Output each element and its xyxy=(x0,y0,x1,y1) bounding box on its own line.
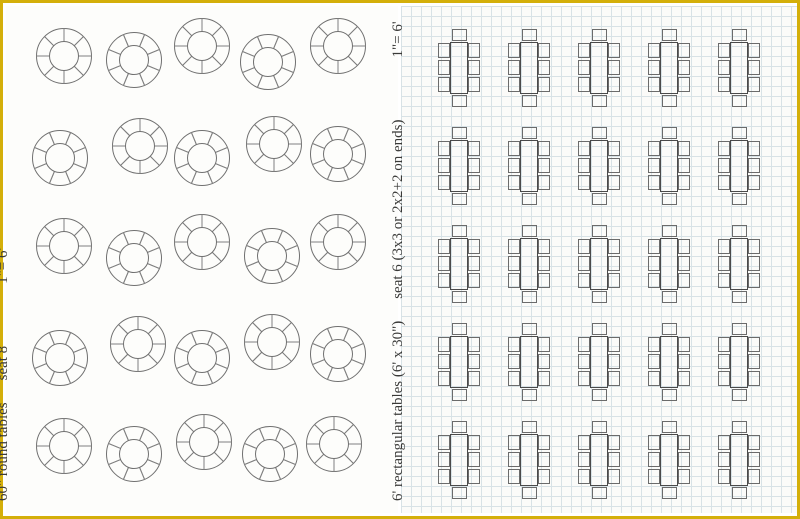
round-table xyxy=(310,214,366,270)
round-table xyxy=(36,28,92,84)
round-table xyxy=(110,316,166,372)
round-table xyxy=(106,32,162,88)
rect-table xyxy=(506,321,552,403)
rect-seat-label: seat 6 (3x3 or 2x2+2 on ends) xyxy=(390,120,407,299)
round-table xyxy=(242,426,298,482)
round-table xyxy=(112,118,168,174)
round-table xyxy=(106,426,162,482)
rect-table xyxy=(506,223,552,305)
round-table xyxy=(306,416,362,472)
round-table xyxy=(244,228,300,284)
rect-table xyxy=(436,321,482,403)
rect-table xyxy=(716,321,762,403)
rect-table xyxy=(576,321,622,403)
rect-table xyxy=(646,419,692,501)
rect-table xyxy=(646,321,692,403)
round-scale: 1"= 6' xyxy=(0,248,12,284)
round-table xyxy=(174,130,230,186)
round-title: 60" round tables xyxy=(0,402,12,501)
round-table xyxy=(244,314,300,370)
round-seat-label: seat 8 xyxy=(0,346,12,381)
rect-table xyxy=(716,223,762,305)
round-table xyxy=(310,18,366,74)
rect-tables-panel: 6' rectangular tables (6' x 30") seat 6 … xyxy=(401,6,797,513)
round-tables-panel: 60" round tables seat 8 1"= 6' xyxy=(6,6,398,513)
round-table xyxy=(176,414,232,470)
round-table xyxy=(240,34,296,90)
rect-table xyxy=(436,419,482,501)
rect-table xyxy=(646,27,692,109)
rect-table xyxy=(506,419,552,501)
round-table xyxy=(246,116,302,172)
rect-title: 6' rectangular tables (6' x 30") xyxy=(390,321,407,501)
round-table xyxy=(106,230,162,286)
rect-table xyxy=(646,125,692,207)
round-table xyxy=(310,126,366,182)
rect-table xyxy=(716,125,762,207)
round-table xyxy=(174,330,230,386)
round-table xyxy=(36,418,92,474)
round-table xyxy=(174,214,230,270)
round-table xyxy=(32,330,88,386)
rect-table xyxy=(436,27,482,109)
rect-table xyxy=(506,27,552,109)
round-table xyxy=(174,18,230,74)
rect-table xyxy=(436,223,482,305)
rect-table xyxy=(576,419,622,501)
rect-table xyxy=(576,27,622,109)
rect-table xyxy=(506,125,552,207)
rect-caption: 6' rectangular tables (6' x 30") seat 6 … xyxy=(390,21,407,501)
rect-table xyxy=(716,27,762,109)
rect-table xyxy=(576,125,622,207)
rect-scale: 1"= 6' xyxy=(390,21,407,57)
round-table xyxy=(36,218,92,274)
rect-table xyxy=(576,223,622,305)
rect-table xyxy=(646,223,692,305)
round-table xyxy=(310,326,366,382)
rect-table xyxy=(716,419,762,501)
round-caption: 60" round tables seat 8 1"= 6' xyxy=(0,248,12,501)
rect-table xyxy=(436,125,482,207)
round-table xyxy=(32,130,88,186)
